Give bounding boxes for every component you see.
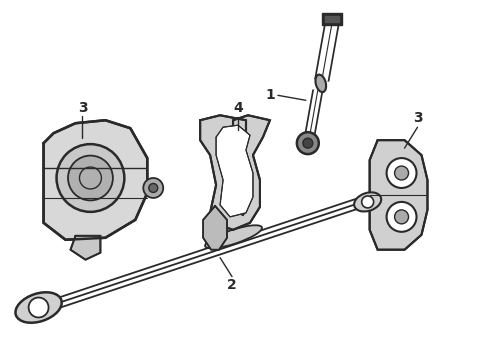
Ellipse shape: [56, 144, 124, 212]
Ellipse shape: [68, 156, 113, 201]
Ellipse shape: [387, 202, 416, 232]
Text: 2: 2: [227, 278, 237, 292]
Text: 3: 3: [413, 111, 422, 125]
Text: 4: 4: [233, 101, 243, 115]
Polygon shape: [200, 115, 270, 230]
Ellipse shape: [28, 298, 49, 318]
Ellipse shape: [316, 75, 326, 92]
Text: 1: 1: [265, 88, 275, 102]
Ellipse shape: [205, 225, 262, 248]
Ellipse shape: [143, 178, 163, 198]
Ellipse shape: [303, 138, 313, 148]
Ellipse shape: [394, 166, 409, 180]
Ellipse shape: [354, 192, 381, 211]
Polygon shape: [203, 206, 227, 250]
Ellipse shape: [149, 184, 158, 193]
Polygon shape: [322, 13, 342, 24]
Polygon shape: [325, 15, 339, 22]
Polygon shape: [216, 125, 253, 217]
Ellipse shape: [16, 292, 62, 323]
Text: 3: 3: [77, 101, 87, 115]
Ellipse shape: [394, 210, 409, 224]
Ellipse shape: [362, 196, 374, 208]
Polygon shape: [369, 140, 427, 250]
Ellipse shape: [297, 132, 319, 154]
Ellipse shape: [387, 158, 416, 188]
Polygon shape: [44, 120, 147, 240]
Polygon shape: [71, 236, 100, 260]
